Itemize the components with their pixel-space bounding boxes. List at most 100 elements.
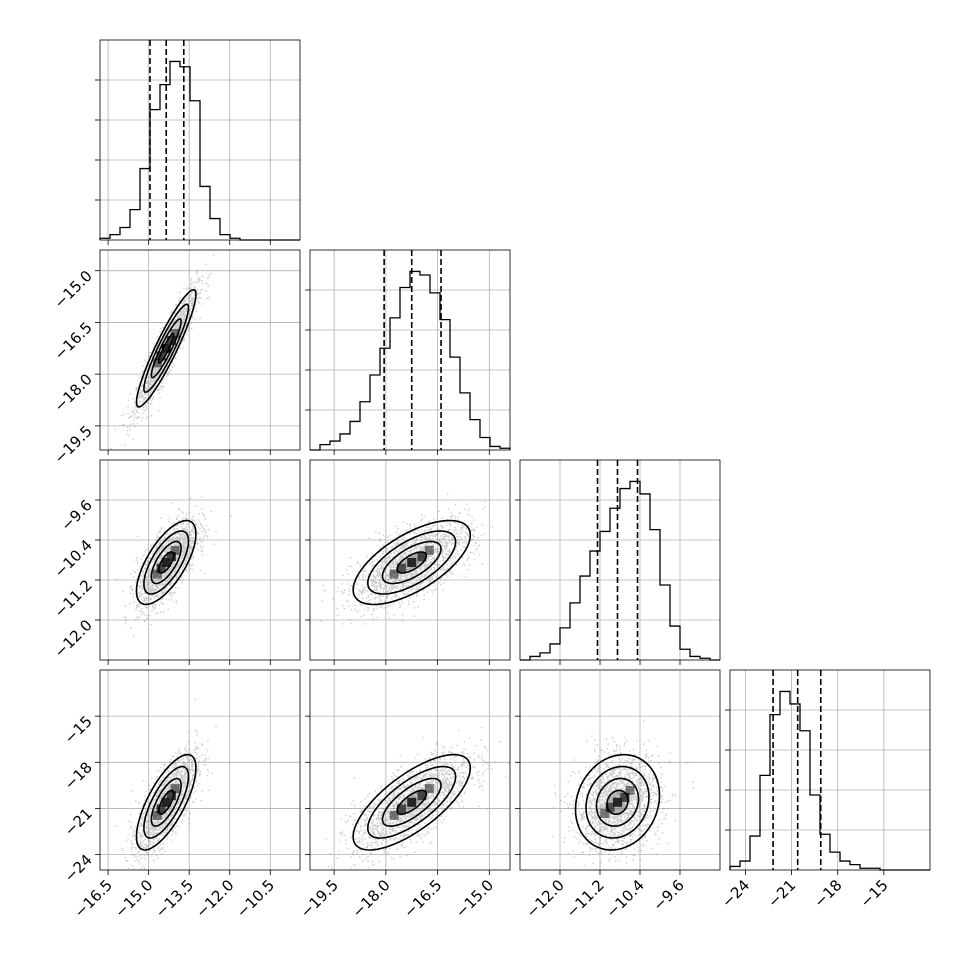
pair-2-3-density-cell-1 [620,792,630,802]
yaxis-3-tick-label-1: −21 [61,805,96,840]
xaxis-3-tick-label-1: −21 [764,876,799,911]
pair-1-2-contour-0 [396,551,428,574]
yaxis-2-tick-label-1: −11.2 [51,576,96,621]
pair-panel-2-3 [519,669,721,871]
pair-0-3-content [100,670,300,870]
pair-1-3-density-cell-2 [396,804,406,814]
hist-panel-3 [725,669,931,871]
pair-panel-1-3 [309,669,511,871]
xaxis-0-tick-label-0: −16.5 [71,876,116,921]
pair-0-2-content [100,460,300,660]
pair-0-2-density-cell-3 [170,545,180,555]
pair-0-3-density-cell-2 [156,804,166,814]
yaxis-3-tick-label-2: −18 [61,758,96,793]
pair-0-3-contour-1 [150,777,182,827]
pair-1-3-contour-2 [366,765,457,839]
pair-1-2-density-fill [397,552,427,573]
xaxis-2-tick-label-3: −9.6 [649,876,687,914]
xaxis-0-tick-label-3: −12.0 [192,876,237,921]
pair-1-2-samples [320,493,494,625]
pair-0-1-contour-1 [150,318,182,379]
pair-1-2-frame [309,459,511,661]
pair-1-2-contour-2 [366,530,457,595]
pair-0-3-density-cell-0 [161,797,171,807]
pair-1-2-density-cell-4 [389,569,399,579]
pair-0-2-contour-1 [150,540,182,585]
pair-2-3-density-fill [607,790,628,815]
pair-0-3-density-cell-1 [166,791,176,801]
pair-0-2-contour-2 [143,530,190,595]
pair-0-2-density-cell-4 [152,569,162,579]
pair-0-2-frame [99,459,301,661]
xaxis-2-tick-label-1: −11.2 [563,876,608,921]
pair-2-3-frame [519,669,721,871]
pair-panel-0-1 [99,249,301,451]
pair-0-3-density-cell-4 [152,810,162,820]
pair-1-3-density-cell-1 [417,791,427,801]
pair-0-3-density-fill [158,790,174,815]
pair-panel-0-2 [99,459,301,661]
hist-panel-1 [305,249,511,451]
pair-1-2-contour-1 [381,540,442,585]
xaxis-1-tick-label-3: −15.0 [452,876,497,921]
pair-1-3-contour-0 [396,789,428,815]
hist-3-frame [729,669,931,871]
pair-1-3-content [310,670,510,870]
pair-0-1-density-cell-3 [170,328,180,338]
pair-2-3-contour-1 [595,777,640,827]
xaxis-1-tick-label-1: −18.0 [348,876,393,921]
xaxis-1-tick-label-2: −16.5 [400,876,445,921]
xaxis-2-tick-label-0: −12.0 [523,876,568,921]
pair-0-2-density-cell-2 [156,563,166,573]
pair-0-2-samples [115,496,232,638]
pair-2-3-contour-0 [606,789,629,815]
pair-0-1-density-cell-0 [161,343,171,353]
pair-2-3-density-cell-0 [613,797,622,807]
xaxis-2-tick-label-2: −10.4 [603,876,648,921]
yaxis-1-tick-label-3: −15.0 [51,267,96,312]
pair-2-3-contour-3 [574,753,661,851]
pair-0-3-samples [115,698,217,870]
pair-1-3-density-cell-4 [389,810,399,820]
pair-2-3-contour-2 [585,765,650,839]
pair-0-1-density-fill [158,333,174,363]
pair-0-2-density-cell-0 [161,558,171,567]
pair-1-3-density-cell-0 [407,797,417,807]
xaxis-0-tick-label-2: −13.5 [152,876,197,921]
pair-1-3-frame [309,669,511,871]
pair-0-3-contour-0 [158,789,175,815]
hist-1-frame [309,249,511,451]
pair-1-3-density-fill [397,790,427,815]
xaxis-0-tick-label-1: −15.0 [111,876,156,921]
hist-2-frame [519,459,721,661]
pair-0-1-frame [99,249,301,451]
hist-2-step-line [520,480,720,661]
pair-2-3-content [520,670,720,870]
yaxis-3-tick-label-3: −15 [61,712,96,747]
yaxis-2-tick-label-0: −12.0 [51,616,96,661]
pair-1-3-contour-1 [381,777,442,827]
pair-0-1-content [100,250,300,450]
pair-2-3-density-cell-3 [625,785,635,795]
pair-1-2-density-cell-0 [407,558,417,567]
yaxis-1-tick-label-0: −19.5 [51,422,96,467]
pair-0-1-contour-3 [135,288,197,408]
pair-0-3-frame [99,669,301,871]
yaxis-1-tick-label-2: −16.5 [51,319,96,364]
pair-0-1-density-cell-4 [152,358,162,368]
hist-panel-0 [95,39,301,241]
pair-2-3-density-cell-2 [605,802,615,812]
xaxis-0-tick-label-4: −10.5 [233,876,278,921]
xaxis-3-tick-label-2: −18 [810,876,845,911]
xaxis-3-tick-label-3: −15 [857,876,892,911]
pair-panel-1-2 [309,459,511,661]
pair-2-3-density-cell-4 [600,808,610,818]
yaxis-3-tick-label-0: −24 [61,851,96,886]
xaxis-3-tick-label-0: −24 [718,876,753,911]
pair-1-2-density-cell-2 [396,563,406,573]
pair-0-2-contour-0 [158,551,175,574]
pair-0-3-density-cell-3 [170,784,180,794]
pair-1-2-contour-3 [352,519,472,606]
pair-1-3-density-cell-3 [424,784,434,794]
